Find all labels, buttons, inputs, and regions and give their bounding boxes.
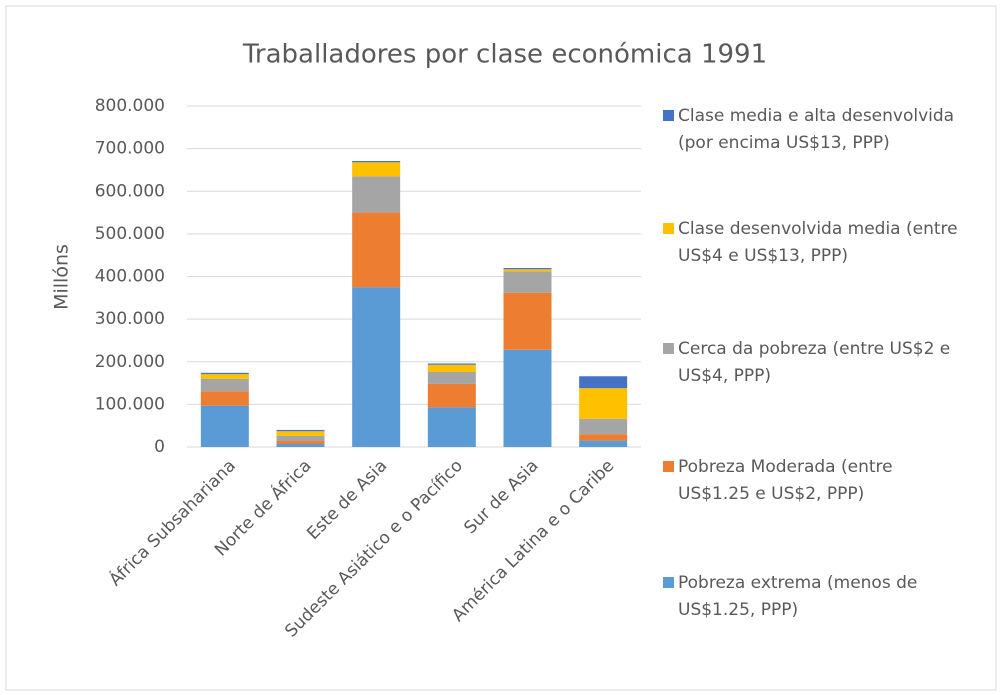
- legend-swatch: [663, 461, 674, 472]
- bar-segment: [276, 429, 325, 432]
- legend-label: Clase desenvolvida media (entre US$4 e U…: [678, 219, 958, 266]
- legend-item: Cerca da pobreza (entre US$2 e US$4, PPP…: [663, 336, 963, 390]
- y-tick-label: 200.000: [95, 352, 165, 372]
- y-tick-label: 300.000: [95, 309, 165, 329]
- bar-segment: [427, 407, 476, 447]
- legend-label: Pobreza Moderada (entre US$1.25 e US$2, …: [678, 457, 893, 504]
- bar-segment: [276, 441, 325, 445]
- y-tick-label: 600.000: [95, 181, 165, 201]
- legend-swatch: [663, 577, 674, 588]
- bar-segment: [200, 374, 249, 379]
- bar-segment: [352, 287, 401, 447]
- bar-segment: [276, 435, 325, 442]
- bar-segment: [579, 376, 628, 389]
- legend-swatch: [663, 223, 674, 234]
- bar-segment: [503, 349, 552, 447]
- bar-segment: [503, 271, 552, 293]
- bar-segment: [352, 212, 401, 288]
- y-tick-label: 100.000: [95, 394, 165, 414]
- bar-segment: [200, 372, 249, 375]
- bar-segment: [579, 434, 628, 441]
- y-tick-label: 500.000: [95, 224, 165, 244]
- bar-segment: [579, 440, 628, 447]
- bar-segment: [200, 405, 249, 447]
- bar-segment: [352, 160, 401, 163]
- bar-segment: [503, 292, 552, 350]
- bar-segment: [503, 267, 552, 270]
- bar-segment: [200, 391, 249, 406]
- legend-item: Clase media e alta desenvolvida (por enc…: [663, 103, 963, 157]
- y-tick-label: 0: [154, 437, 165, 457]
- legend-label: Pobreza extrema (menos de US$1.25, PPP): [678, 573, 918, 620]
- y-tick-label: 800.000: [95, 96, 165, 116]
- legend-item: Clase desenvolvida media (entre US$4 e U…: [663, 216, 963, 270]
- bar-segment: [352, 176, 401, 213]
- bar-segment: [427, 363, 476, 365]
- bar-segment: [427, 371, 476, 384]
- bar-segment: [276, 431, 325, 436]
- legend-swatch: [663, 343, 674, 354]
- legend-label: Clase media e alta desenvolvida (por enc…: [678, 106, 955, 153]
- bar-segment: [579, 418, 628, 435]
- bar-segment: [579, 388, 628, 419]
- y-axis-label: Millóns: [51, 244, 73, 310]
- bar-segment: [276, 444, 325, 447]
- bar-segment: [427, 383, 476, 408]
- bar-segment: [352, 162, 401, 177]
- bar-segment: [503, 269, 552, 272]
- chart-title: Traballadores por clase económica 1991: [242, 40, 767, 70]
- legend-label: Cerca da pobreza (entre US$2 e US$4, PPP…: [678, 339, 951, 386]
- y-tick-label: 700.000: [95, 139, 165, 159]
- legend-item: Pobreza extrema (menos de US$1.25, PPP): [663, 570, 963, 624]
- y-tick-label: 400.000: [95, 267, 165, 287]
- legend-item: Pobreza Moderada (entre US$1.25 e US$2, …: [663, 454, 963, 508]
- chart-border: [5, 5, 997, 691]
- bar-segment: [427, 364, 476, 372]
- legend-swatch: [663, 110, 674, 121]
- bar-segment: [200, 378, 249, 392]
